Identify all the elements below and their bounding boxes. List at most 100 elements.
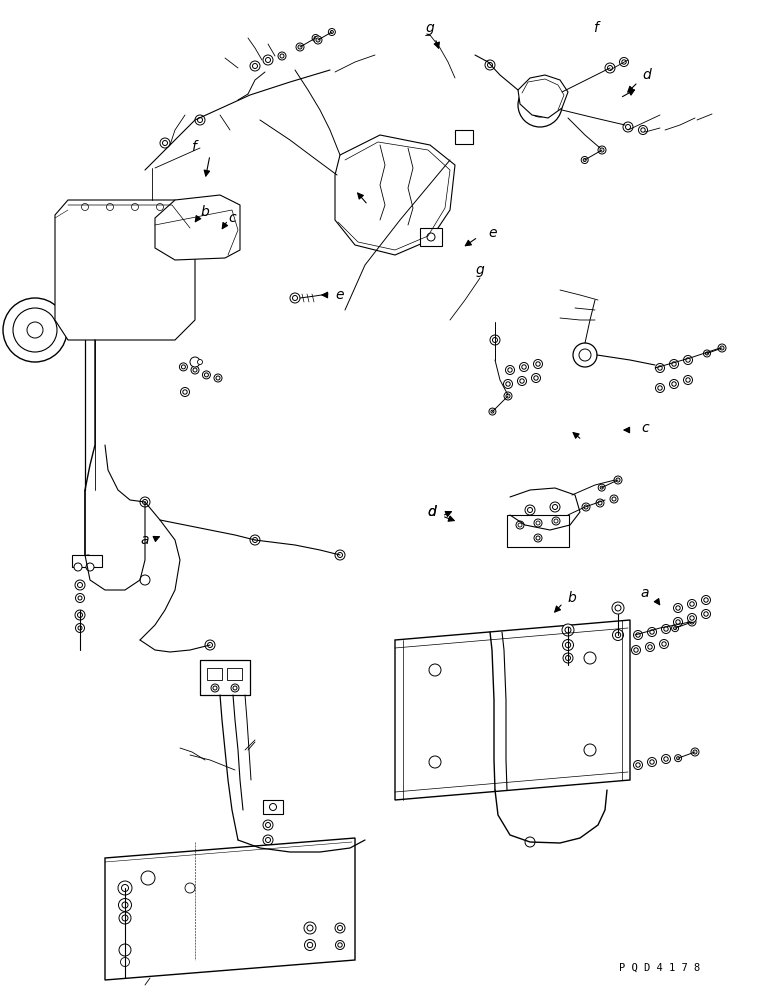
- Circle shape: [550, 502, 560, 512]
- Circle shape: [292, 296, 298, 301]
- Circle shape: [690, 616, 694, 620]
- Circle shape: [179, 363, 187, 371]
- Circle shape: [86, 557, 90, 562]
- Circle shape: [563, 653, 573, 663]
- Circle shape: [688, 618, 696, 626]
- Circle shape: [562, 624, 574, 636]
- Circle shape: [676, 756, 679, 759]
- Circle shape: [554, 519, 558, 523]
- Text: b: b: [568, 591, 576, 605]
- Circle shape: [565, 642, 571, 648]
- Circle shape: [535, 100, 545, 110]
- Bar: [72, 555, 102, 567]
- Text: g: g: [476, 263, 484, 277]
- Circle shape: [516, 521, 524, 529]
- Circle shape: [160, 138, 170, 148]
- Circle shape: [645, 643, 654, 652]
- Circle shape: [121, 884, 128, 891]
- Circle shape: [656, 364, 664, 373]
- Circle shape: [197, 117, 203, 122]
- Circle shape: [250, 535, 260, 545]
- Circle shape: [552, 517, 560, 525]
- Circle shape: [600, 486, 603, 489]
- Circle shape: [427, 233, 435, 241]
- Circle shape: [503, 380, 512, 388]
- Circle shape: [122, 915, 128, 921]
- Circle shape: [607, 65, 613, 71]
- Circle shape: [534, 360, 543, 369]
- Circle shape: [141, 871, 155, 885]
- Circle shape: [508, 368, 512, 372]
- Circle shape: [314, 36, 322, 44]
- Circle shape: [204, 373, 209, 377]
- Circle shape: [631, 646, 641, 655]
- Circle shape: [658, 366, 662, 370]
- Bar: [455, 130, 473, 144]
- Circle shape: [190, 357, 200, 367]
- Circle shape: [119, 912, 131, 924]
- Circle shape: [614, 476, 622, 484]
- Circle shape: [616, 478, 620, 482]
- Circle shape: [562, 640, 574, 651]
- Circle shape: [263, 835, 273, 845]
- Circle shape: [207, 643, 213, 648]
- Bar: [227, 668, 242, 680]
- Circle shape: [86, 563, 94, 571]
- Polygon shape: [518, 75, 568, 118]
- Circle shape: [612, 602, 624, 614]
- Circle shape: [253, 63, 257, 68]
- Circle shape: [518, 523, 522, 527]
- Circle shape: [140, 575, 150, 585]
- Circle shape: [647, 645, 652, 649]
- Circle shape: [536, 521, 540, 525]
- Circle shape: [269, 804, 276, 810]
- Circle shape: [634, 760, 643, 769]
- Circle shape: [534, 376, 538, 381]
- Circle shape: [656, 384, 664, 392]
- Circle shape: [253, 537, 257, 542]
- Circle shape: [83, 555, 93, 565]
- Circle shape: [690, 620, 694, 624]
- Text: d: d: [427, 505, 436, 519]
- Circle shape: [197, 360, 203, 365]
- Circle shape: [581, 157, 588, 164]
- Circle shape: [195, 115, 205, 125]
- Circle shape: [75, 623, 84, 632]
- Circle shape: [485, 60, 495, 70]
- Text: c: c: [228, 211, 236, 225]
- Circle shape: [504, 392, 512, 400]
- Circle shape: [489, 408, 496, 415]
- Circle shape: [693, 750, 697, 754]
- Circle shape: [688, 599, 697, 608]
- Circle shape: [662, 642, 666, 646]
- Circle shape: [704, 350, 710, 357]
- Circle shape: [505, 366, 515, 375]
- Circle shape: [525, 505, 535, 515]
- Circle shape: [598, 484, 605, 491]
- Circle shape: [185, 883, 195, 893]
- Circle shape: [27, 322, 43, 338]
- Circle shape: [647, 757, 657, 766]
- Circle shape: [518, 377, 527, 386]
- Circle shape: [615, 605, 621, 611]
- Circle shape: [525, 837, 535, 847]
- Circle shape: [156, 203, 163, 210]
- Circle shape: [131, 203, 138, 210]
- Circle shape: [266, 837, 270, 842]
- Circle shape: [233, 686, 237, 690]
- Circle shape: [290, 293, 300, 303]
- Circle shape: [75, 610, 85, 620]
- Circle shape: [214, 374, 222, 382]
- Circle shape: [335, 941, 345, 950]
- Circle shape: [584, 652, 596, 664]
- Circle shape: [701, 596, 710, 604]
- Circle shape: [519, 363, 528, 372]
- Circle shape: [691, 748, 699, 756]
- Circle shape: [193, 368, 197, 372]
- Circle shape: [704, 611, 708, 616]
- Circle shape: [335, 550, 345, 560]
- Text: P Q D 4 1 7 8: P Q D 4 1 7 8: [619, 963, 701, 973]
- Circle shape: [118, 898, 131, 911]
- Text: f: f: [191, 140, 195, 154]
- Bar: [263, 800, 283, 814]
